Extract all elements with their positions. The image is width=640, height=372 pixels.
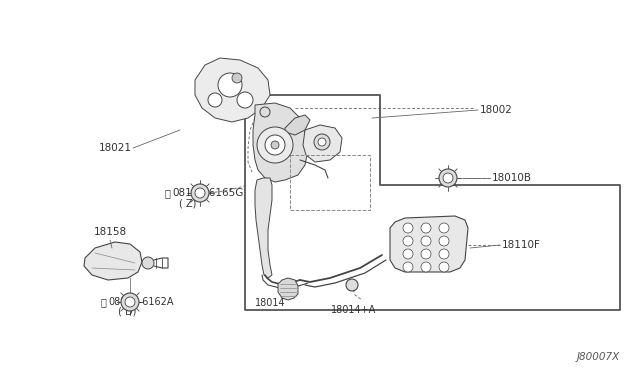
Circle shape <box>421 236 431 246</box>
Text: 18021: 18021 <box>99 143 132 153</box>
Circle shape <box>318 138 326 146</box>
Polygon shape <box>195 58 270 122</box>
Text: 08146-6165G: 08146-6165G <box>172 188 243 198</box>
Circle shape <box>195 188 205 198</box>
Polygon shape <box>253 103 308 182</box>
Circle shape <box>439 223 449 233</box>
Circle shape <box>142 257 154 269</box>
Circle shape <box>439 249 449 259</box>
Text: Ⓢ: Ⓢ <box>100 297 106 307</box>
Circle shape <box>403 249 413 259</box>
Circle shape <box>271 141 279 149</box>
Polygon shape <box>84 242 142 280</box>
Circle shape <box>439 236 449 246</box>
Text: Ⓢ: Ⓢ <box>164 188 170 198</box>
Circle shape <box>257 127 293 163</box>
Text: 18002: 18002 <box>480 105 513 115</box>
Circle shape <box>265 135 285 155</box>
Polygon shape <box>285 115 310 135</box>
Text: 18158: 18158 <box>93 227 127 237</box>
Circle shape <box>218 73 242 97</box>
Polygon shape <box>390 216 468 272</box>
Polygon shape <box>255 178 272 278</box>
Circle shape <box>439 262 449 272</box>
Circle shape <box>421 262 431 272</box>
Circle shape <box>237 92 253 108</box>
Text: J80007X: J80007X <box>577 352 620 362</box>
Text: 18010B: 18010B <box>492 173 532 183</box>
Text: 18014: 18014 <box>255 298 285 308</box>
Circle shape <box>346 279 358 291</box>
Circle shape <box>208 93 222 107</box>
Circle shape <box>439 169 457 187</box>
Polygon shape <box>303 125 342 162</box>
Circle shape <box>314 134 330 150</box>
Circle shape <box>403 236 413 246</box>
Circle shape <box>403 262 413 272</box>
Text: 18110F: 18110F <box>502 240 541 250</box>
Circle shape <box>260 107 270 117</box>
Bar <box>290 155 370 210</box>
Text: ( Z): ( Z) <box>179 198 196 208</box>
Circle shape <box>121 293 139 311</box>
Circle shape <box>421 223 431 233</box>
Circle shape <box>191 184 209 202</box>
Polygon shape <box>278 278 298 300</box>
Circle shape <box>443 173 453 183</box>
Circle shape <box>421 249 431 259</box>
Text: 08566-6162A: 08566-6162A <box>108 297 173 307</box>
Circle shape <box>403 223 413 233</box>
Circle shape <box>125 297 135 307</box>
Text: 18014+A: 18014+A <box>332 305 376 315</box>
Circle shape <box>232 73 242 83</box>
Text: ( D): ( D) <box>118 307 136 317</box>
